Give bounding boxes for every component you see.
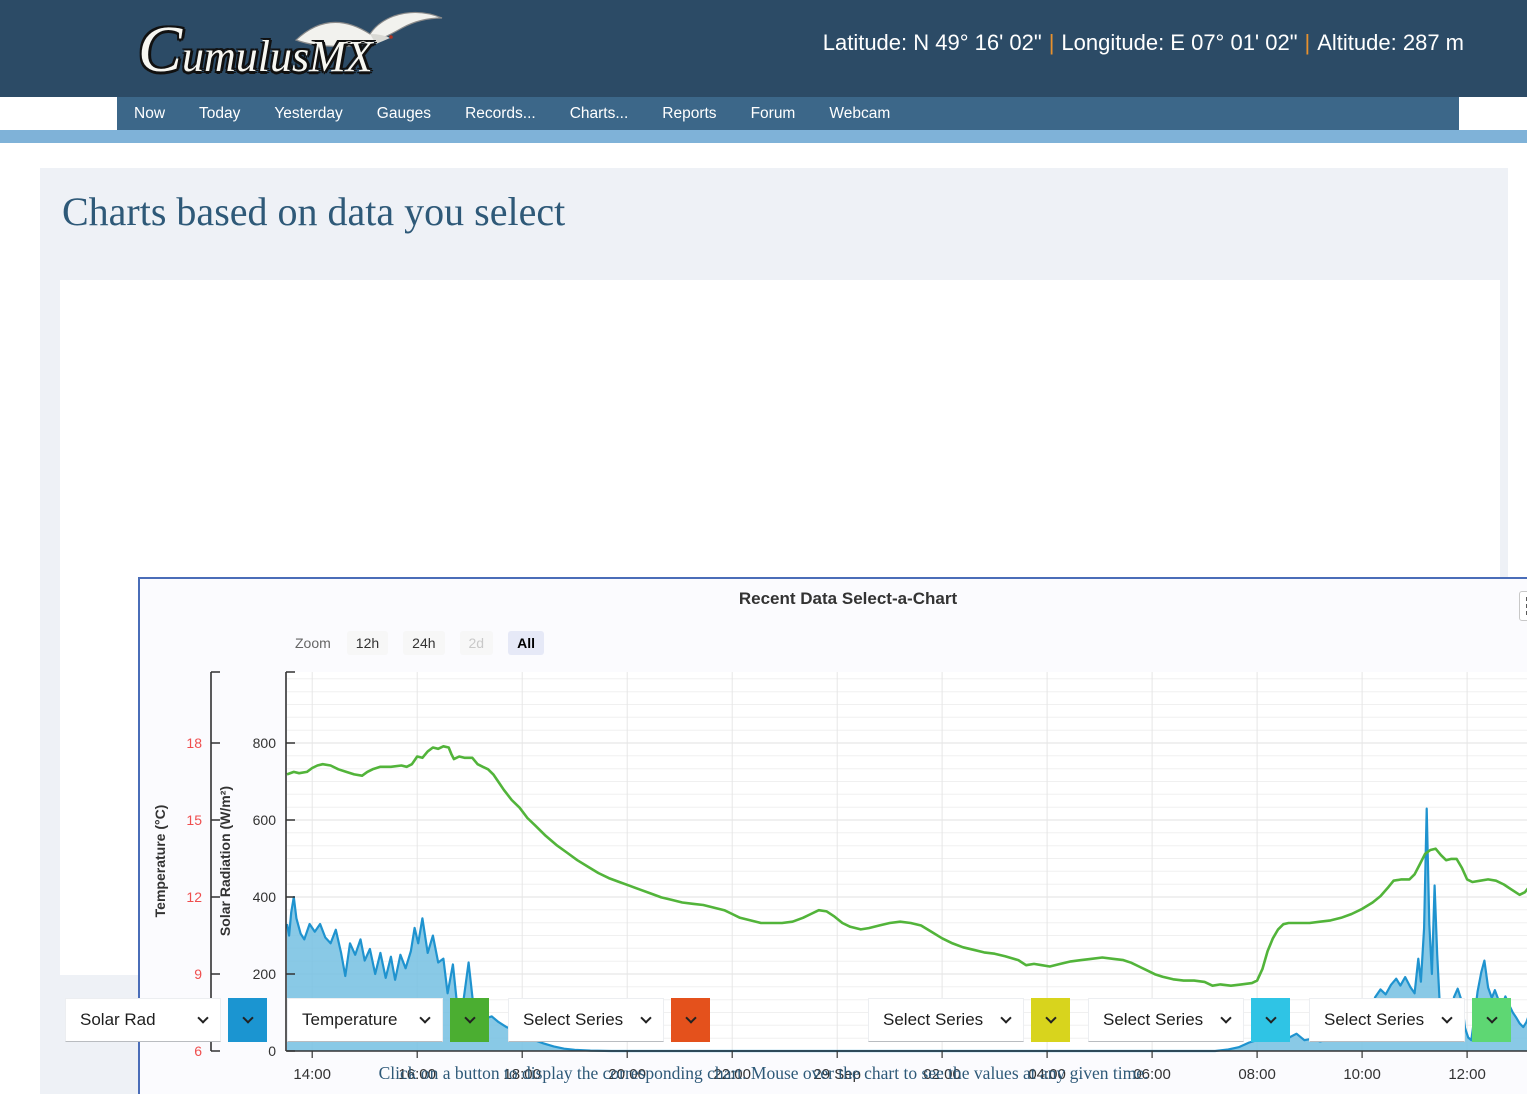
series-select-6[interactable]: Select Series (1309, 998, 1465, 1042)
svg-text:14:00: 14:00 (293, 1066, 331, 1083)
nav-item-charts[interactable]: Charts... (569, 105, 629, 122)
svg-text:06:00: 06:00 (1133, 1066, 1171, 1083)
chevron-down-icon (1000, 1012, 1012, 1024)
series-color-button-2[interactable] (671, 998, 710, 1042)
series-select-5[interactable]: Select Series (1088, 998, 1244, 1042)
series-select-1[interactable]: Solar Rad (65, 998, 221, 1042)
site-header: CumulusMX Latitude: N 49° 16' 02" | Longit… (0, 0, 1527, 97)
series-color-button-5[interactable] (1472, 998, 1511, 1042)
svg-text:6: 6 (194, 1043, 202, 1059)
logo-text: CumulusMX (138, 13, 373, 86)
chevron-down-icon (1441, 1012, 1453, 1024)
zoom-button-2d[interactable]: 2d (459, 631, 494, 655)
series-select-4[interactable]: Select Series (868, 998, 1024, 1042)
header-accent-strip (0, 130, 1527, 143)
zoom-label: Zoom (295, 635, 331, 651)
svg-text:20:00: 20:00 (608, 1066, 646, 1083)
chevron-down-icon (1044, 1012, 1057, 1024)
seagull-icon (294, 11, 443, 47)
nav-item-webcam[interactable]: Webcam (829, 105, 891, 122)
x-axis: 14:00 16:00 18:00 20:00 22:00 29 Sep 02:00 04:0… (287, 1050, 1527, 1083)
main-nav: Now Today Yesterday Gauges Records... Ch… (117, 97, 1459, 130)
svg-text:12:00: 12:00 (1448, 1066, 1486, 1083)
series-temperature (286, 745, 1527, 987)
zoom-button-24h[interactable]: 24h (403, 631, 445, 655)
series-select-2[interactable]: Temperature (287, 998, 443, 1042)
svg-text:Temperature (°C): Temperature (°C) (152, 805, 168, 918)
zoom-button-all[interactable]: All (508, 631, 544, 655)
chevron-down-icon (1220, 1012, 1232, 1024)
hamburger-icon (1525, 611, 1527, 615)
svg-text:600: 600 (253, 812, 277, 828)
separator: | (1048, 30, 1055, 55)
nav-item-now[interactable]: Now (134, 105, 166, 122)
page-title: Charts based on data you select (62, 189, 566, 234)
nav-item-forum[interactable]: Forum (750, 105, 796, 122)
nav-item-yesterday[interactable]: Yesterday (274, 105, 343, 122)
nav-item-today[interactable]: Today (199, 105, 241, 122)
svg-text:800: 800 (253, 735, 277, 751)
highcharts-container: 14:00 16:00 18:00 20:00 22:00 29 Sep 02:00 04:0… (138, 577, 1527, 1094)
hamburger-icon (1525, 604, 1527, 608)
chart-canvas[interactable]: 14:00 16:00 18:00 20:00 22:00 29 Sep 02:00 04:0… (140, 579, 1527, 1094)
chevron-down-icon (684, 1012, 697, 1024)
svg-text:400: 400 (253, 889, 277, 905)
nav-item-reports[interactable]: Reports (662, 105, 717, 122)
chevron-down-icon (197, 1012, 209, 1024)
chevron-down-icon (1485, 1012, 1498, 1024)
longitude-text: Longitude: E 07° 01' 02" (1061, 30, 1298, 55)
svg-text:10:00: 10:00 (1343, 1066, 1381, 1083)
nav-item-records[interactable]: Records... (465, 105, 536, 122)
svg-text:08:00: 08:00 (1238, 1066, 1276, 1083)
svg-text:Solar Radiation (W/m²): Solar Radiation (W/m²) (217, 786, 233, 936)
series-color-button-0[interactable] (228, 998, 267, 1042)
y-axis-temperature: 18 15 12 9 6 Temperature (°C) (152, 671, 220, 1059)
altitude-text: Altitude: 287 m (1317, 30, 1464, 55)
svg-text:0: 0 (268, 1043, 276, 1059)
svg-text:18:00: 18:00 (503, 1066, 541, 1083)
series-select-3[interactable]: Select Series (508, 998, 664, 1042)
range-selector: Zoom 12h 24h 2d All (295, 631, 544, 655)
svg-text:16:00: 16:00 (398, 1066, 436, 1083)
svg-text:22:00: 22:00 (713, 1066, 751, 1083)
svg-text:12: 12 (186, 889, 202, 905)
y-axis-solar: 800 600 400 200 0 Solar Radiation (W/m²) (217, 671, 295, 1059)
series-color-button-4[interactable] (1251, 998, 1290, 1042)
zoom-button-12h[interactable]: 12h (346, 631, 389, 655)
chevron-down-icon (241, 1012, 254, 1024)
svg-text:02:00: 02:00 (923, 1066, 961, 1083)
chart-title: Recent Data Select-a-Chart (738, 589, 958, 608)
series-color-button-1[interactable] (450, 998, 489, 1042)
nav-item-gauges[interactable]: Gauges (376, 105, 432, 122)
instruction-text: Click on a button to display the corresp… (378, 1063, 1149, 1083)
svg-text:29 Sep: 29 Sep (813, 1066, 861, 1083)
latitude-text: Latitude: N 49° 16' 02" (822, 30, 1042, 55)
svg-text:200: 200 (253, 966, 277, 982)
chart-context-menu-button[interactable] (1519, 591, 1527, 621)
chevron-down-icon (419, 1012, 431, 1024)
series-color-button-3[interactable] (1031, 998, 1070, 1042)
station-location: Latitude: N 49° 16' 02" | Longitude: E 07°… (823, 30, 1464, 56)
chevron-down-icon (640, 1012, 652, 1024)
separator: | (1304, 30, 1311, 55)
chart-card: 14:00 16:00 18:00 20:00 22:00 29 Sep 02:00 04:0… (60, 280, 1527, 1094)
hamburger-icon (1525, 597, 1527, 601)
svg-text:9: 9 (194, 966, 202, 982)
svg-text:15: 15 (186, 812, 202, 828)
chevron-down-icon (463, 1012, 476, 1024)
cumulusmx-logo[interactable]: CumulusMX (138, 2, 448, 94)
plot-area[interactable] (287, 672, 1527, 1051)
chevron-down-icon (1264, 1012, 1277, 1024)
svg-text:18: 18 (186, 735, 202, 751)
svg-text:04:00: 04:00 (1028, 1066, 1066, 1083)
